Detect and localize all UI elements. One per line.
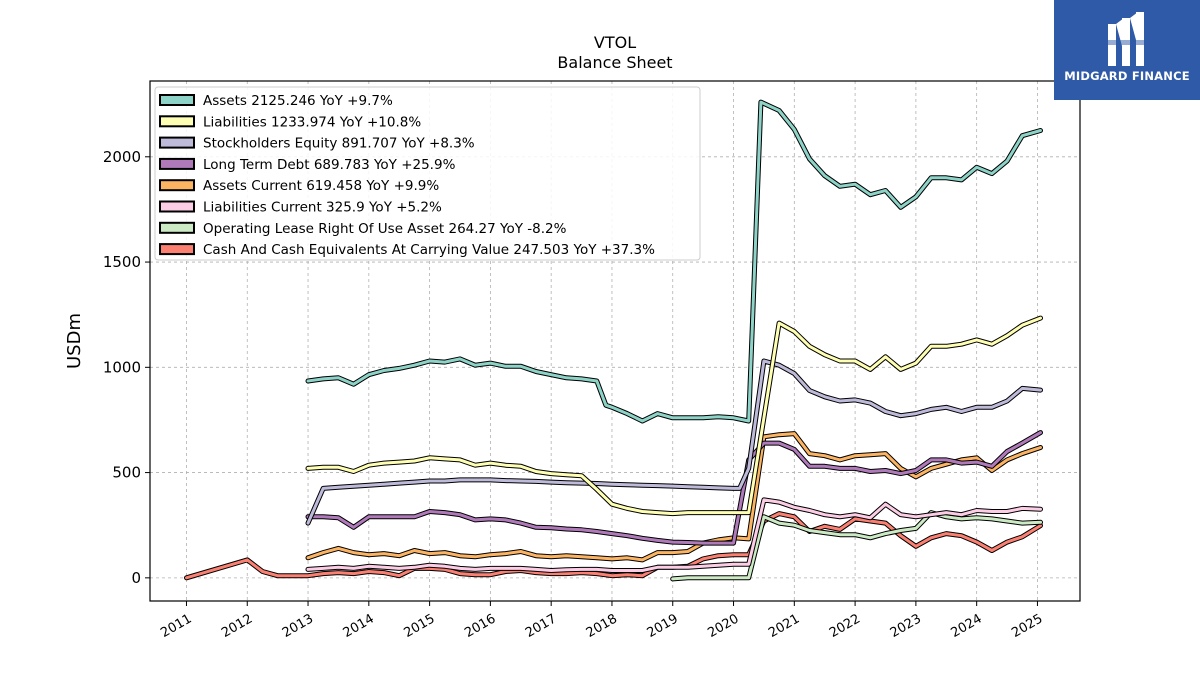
x-tick-label: 2015 (401, 611, 437, 641)
legend-entry: Cash And Cash Equivalents At Carrying Va… (159, 242, 655, 258)
legend-swatch (159, 94, 195, 106)
series-cash-and-cash-equivalents-at-carrying-value (184, 511, 1043, 581)
x-tick-label: 2025 (1009, 611, 1045, 641)
x-tick-label: 2018 (584, 611, 620, 641)
legend-swatch (159, 157, 195, 170)
legend-label: Liabilities 1233.974 YoY +10.8% (203, 114, 421, 130)
x-tick-label: 2012 (219, 611, 255, 641)
series-line (306, 432, 1042, 562)
series-line-outline (305, 358, 1043, 526)
legend-swatch (159, 200, 195, 213)
series-line (306, 100, 1042, 423)
x-tick-label: 2013 (280, 611, 316, 641)
logo-text: MIDGARD FINANCE (1064, 69, 1190, 83)
series-assets-current (305, 431, 1043, 563)
legend-entry: Operating Lease Right Of Use Asset 264.2… (159, 221, 567, 237)
x-tick-label: 2019 (645, 611, 681, 641)
series-line (185, 512, 1042, 580)
legend-swatch (159, 221, 195, 234)
legend-entry: Stockholders Equity 891.707 YoY +8.3% (159, 136, 475, 152)
legend-entry: Long Term Debt 689.783 YoY +25.9% (159, 157, 456, 173)
midgard-finance-logo: MIDGARD FINANCE (1054, 0, 1200, 100)
y-axis: 0 500 1000 1500 2000 (103, 148, 150, 587)
series-liabilities (305, 315, 1043, 517)
chart-title: VTOL (594, 33, 636, 52)
y-tick-label: 2000 (103, 148, 141, 166)
legend-swatch (159, 179, 195, 192)
y-tick-label: 1500 (103, 253, 141, 271)
x-tick-label: 2022 (827, 611, 863, 641)
series-stockholders-equity (305, 358, 1043, 526)
x-tick-label: 2024 (949, 611, 985, 641)
legend-label: Liabilities Current 325.9 YoY +5.2% (203, 200, 442, 216)
series-line (671, 511, 1042, 581)
chart-legend: Assets 2125.246 YoY +9.7% Liabilities 123… (154, 86, 701, 261)
series-line (306, 431, 1042, 545)
legend-entry: Liabilities 1233.974 YoY +10.8% (159, 114, 421, 130)
legend-label: Operating Lease Right Of Use Asset 264.2… (203, 221, 567, 237)
midgard-logo-icon (1106, 12, 1146, 66)
legend-label: Cash And Cash Equivalents At Carrying Va… (203, 242, 655, 258)
legend-swatch (159, 243, 195, 256)
x-tick-label: 2014 (341, 611, 377, 641)
series-line (306, 359, 1042, 525)
legend-label: Stockholders Equity 891.707 YoY +8.3% (203, 136, 475, 152)
series-lines (184, 99, 1043, 582)
legend-label: Assets 2125.246 YoY +9.7% (203, 93, 393, 109)
series-assets (305, 99, 1043, 424)
x-tick-label: 2020 (705, 611, 741, 641)
series-line (306, 498, 1042, 572)
y-tick-label: 0 (131, 569, 141, 587)
x-tick-label: 2017 (523, 611, 559, 641)
legend-swatch (159, 136, 195, 149)
y-axis-label: USDm (64, 313, 85, 369)
chart-subtitle: Balance Sheet (557, 53, 672, 72)
y-tick-label: 1000 (103, 358, 141, 376)
plot-frame (149, 80, 1081, 602)
x-axis: 2011 2012 2013 2014 2015 2016 2017 2018 2019 2020… (158, 601, 1045, 641)
x-tick-label: 2011 (158, 611, 194, 641)
series-operating-lease-right-of-use-asset (670, 510, 1043, 582)
series-long-term-debt (305, 430, 1043, 546)
legend-entry: Assets Current 619.458 YoY +9.9% (159, 178, 439, 194)
x-tick-label: 2021 (766, 611, 802, 641)
series-line (306, 316, 1042, 516)
y-tick-label: 500 (112, 464, 141, 482)
legend-entry: Assets 2125.246 YoY +9.7% (159, 93, 393, 109)
legend-entry: Liabilities Current 325.9 YoY +5.2% (159, 200, 442, 216)
legend-label: Long Term Debt 689.783 YoY +25.9% (203, 157, 456, 173)
legend-label: Assets Current 619.458 YoY +9.9% (203, 178, 439, 194)
legend-swatch (159, 115, 195, 128)
x-tick-label: 2016 (462, 611, 498, 641)
series-liabilities-current (305, 497, 1043, 573)
x-tick-label: 2023 (888, 611, 924, 641)
legend-frame (154, 86, 701, 261)
